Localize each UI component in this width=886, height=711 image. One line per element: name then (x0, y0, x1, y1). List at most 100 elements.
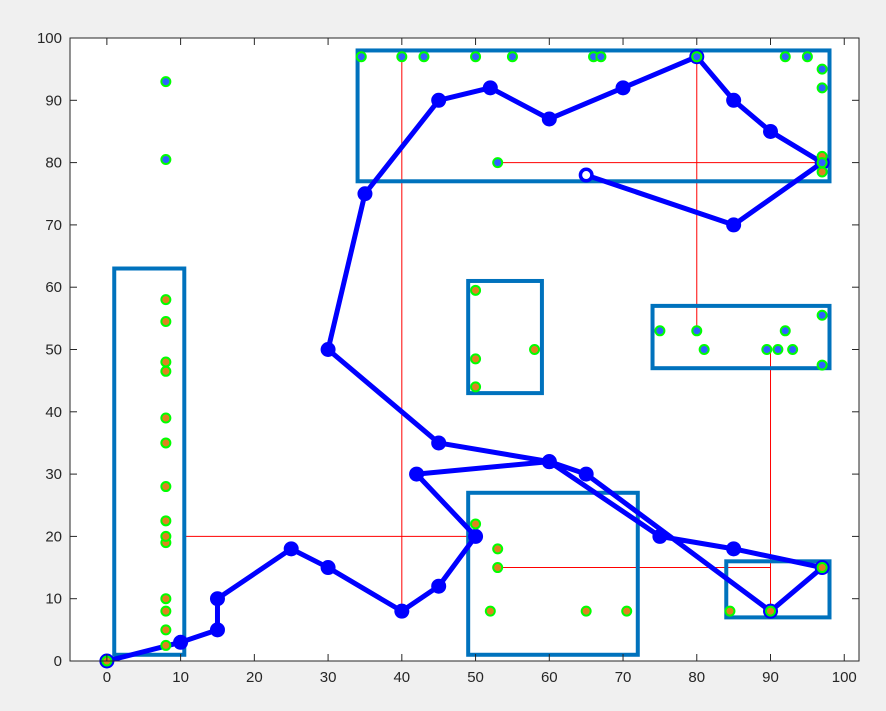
y-tick-label-9: 90 (45, 92, 62, 109)
point-b-12 (396, 51, 408, 63)
point-a-7 (160, 515, 172, 527)
path-vertex-21 (482, 80, 498, 96)
point-a-12 (160, 356, 172, 368)
point-b-5 (761, 344, 773, 355)
path-vertex-23 (615, 80, 631, 96)
y-tick-label-3: 30 (45, 466, 62, 483)
y-tick-label-2: 20 (45, 528, 62, 545)
point-b-13 (418, 51, 430, 63)
x-tick-label-4: 40 (393, 669, 410, 686)
point-b-19 (779, 51, 791, 63)
point-a-1 (160, 639, 172, 651)
x-tick-label-8: 80 (688, 669, 705, 686)
path-vertex-12 (726, 541, 742, 557)
y-tick-label-1: 10 (45, 591, 62, 608)
path-vertex-26 (763, 123, 779, 139)
x-axis: 0 10 20 30 40 50 60 70 80 90 100 (103, 38, 857, 686)
cluster-box-1 (466, 278, 544, 396)
x-tick-label-5: 50 (467, 669, 484, 686)
point-b-0 (160, 76, 172, 88)
cluster-box-5 (355, 48, 832, 184)
path-vertex-20 (431, 92, 447, 108)
point-a-6 (160, 530, 172, 542)
point-a-22 (765, 605, 777, 617)
point-a-2 (160, 624, 172, 636)
point-b-24 (816, 157, 828, 169)
x-tick-label-2: 20 (246, 669, 263, 686)
x-tick-label-9: 90 (762, 669, 779, 686)
y-tick-label-10: 100 (37, 30, 62, 47)
cluster-box-2 (466, 490, 640, 657)
point-a-14 (160, 294, 172, 306)
path-vertex-28 (726, 217, 742, 233)
y-tick-label-7: 70 (45, 217, 62, 234)
route-path (99, 49, 830, 669)
point-b-18 (691, 51, 703, 63)
path-vertex-2 (209, 622, 225, 638)
point-b-8 (787, 344, 799, 355)
point-a-18 (484, 605, 496, 617)
data-points (101, 51, 828, 667)
y-tick-label-5: 50 (45, 342, 62, 359)
path-vertex-8 (468, 528, 484, 544)
path-vertex-18 (320, 342, 336, 357)
point-b-4 (698, 344, 710, 355)
path-vertex-1 (173, 634, 189, 650)
plot-area (70, 38, 859, 661)
cluster-box-4 (724, 559, 832, 620)
x-tick-label-6: 60 (541, 669, 558, 686)
point-b-11 (355, 51, 367, 63)
path-vertex-16 (541, 454, 557, 470)
point-b-10 (816, 309, 828, 321)
point-b-15 (506, 51, 518, 63)
point-a-16 (492, 543, 504, 555)
path-vertex-3 (209, 591, 225, 607)
point-a-10 (160, 412, 172, 424)
y-tick-label-0: 0 (54, 653, 62, 670)
cluster-box-0 (112, 266, 187, 657)
path-vertex-4 (283, 541, 299, 557)
path-vertex-19 (357, 186, 373, 202)
point-b-14 (470, 51, 482, 63)
point-b-21 (816, 63, 828, 75)
path-vertex-9 (409, 466, 425, 482)
point-b-23 (492, 157, 504, 169)
y-axis: 0 10 20 30 40 50 60 70 80 90 100 (37, 30, 859, 670)
path-vertex-25 (726, 92, 742, 108)
y-tick-label-6: 60 (45, 279, 62, 296)
path-vertex-7 (431, 578, 447, 594)
point-b-6 (772, 344, 784, 355)
point-b-2 (654, 325, 666, 337)
point-a-25 (470, 353, 482, 365)
x-tick-label-1: 10 (172, 669, 189, 686)
path-vertex-11 (652, 528, 668, 544)
point-b-22 (816, 82, 828, 94)
point-a-21 (724, 605, 736, 617)
point-b-3 (691, 325, 703, 337)
path-vertex-6 (394, 603, 410, 619)
point-b-17 (595, 51, 607, 63)
point-b-7 (779, 325, 791, 337)
point-a-23 (816, 562, 828, 574)
point-a-24 (470, 381, 482, 393)
point-a-11 (160, 365, 172, 377)
cluster-boxes (112, 48, 832, 657)
point-a-28 (816, 166, 828, 178)
point-a-4 (160, 593, 172, 605)
x-tick-label-10: 100 (832, 669, 857, 686)
point-b-9 (816, 359, 828, 371)
x-tick-label-3: 30 (320, 669, 337, 686)
y-tick-label-4: 40 (45, 404, 62, 421)
y-tick-label-8: 80 (45, 155, 62, 172)
point-a-8 (160, 481, 172, 493)
connector-lines (184, 56, 823, 612)
point-a-15 (470, 518, 482, 530)
point-a-13 (160, 315, 172, 327)
x-tick-label-7: 70 (615, 669, 632, 686)
point-b-20 (801, 51, 813, 63)
point-a-17 (492, 562, 504, 574)
cluster-box-3 (650, 303, 832, 371)
path-start-marker (582, 171, 591, 180)
point-a-26 (470, 284, 482, 296)
